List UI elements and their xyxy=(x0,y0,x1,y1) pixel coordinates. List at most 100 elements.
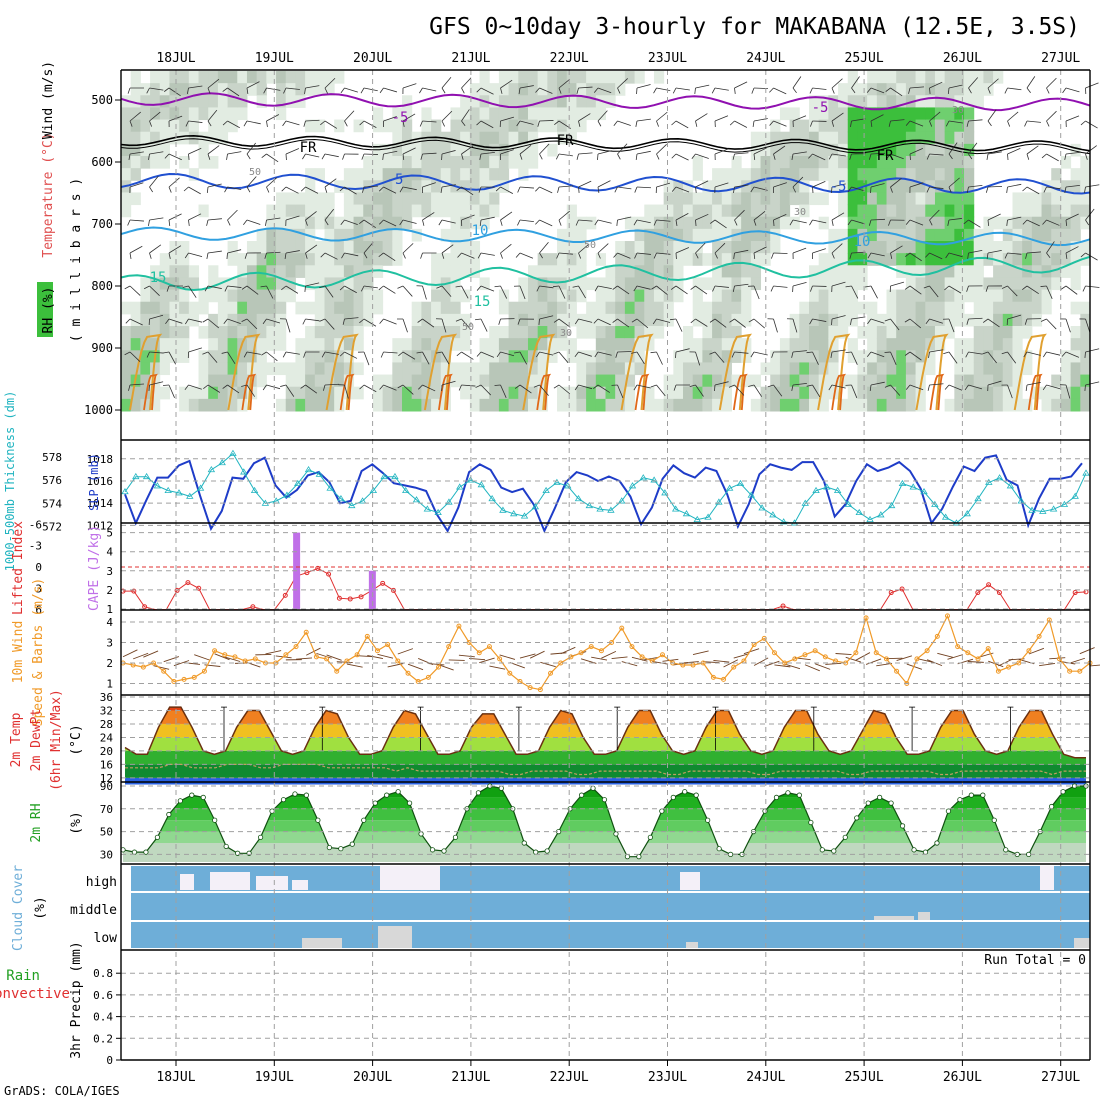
rh-cell xyxy=(847,253,858,266)
rh-cell xyxy=(527,301,539,315)
rh-cell xyxy=(818,362,829,376)
wind-barb-flag xyxy=(613,252,618,258)
rh-cell xyxy=(1031,313,1043,327)
cloud-gap xyxy=(292,880,308,890)
rh-cell xyxy=(770,119,781,133)
rh-cell xyxy=(857,241,868,254)
wind-barb xyxy=(285,186,299,194)
wind-barb-flag xyxy=(266,120,268,127)
wind-barb-flag xyxy=(320,252,326,258)
wind-speed-point xyxy=(242,658,248,664)
wind-barb-flag xyxy=(261,153,267,158)
rh-cell xyxy=(557,95,568,108)
rh-cell xyxy=(644,289,655,303)
wind-barb-10m xyxy=(529,650,545,659)
rh-cell xyxy=(256,326,267,339)
rh-cell xyxy=(925,168,936,181)
rh-cell xyxy=(227,289,238,303)
rh-cell xyxy=(324,338,335,351)
rh-cell xyxy=(159,71,170,84)
wind-tick-label: 1 xyxy=(106,678,113,691)
wind-barb xyxy=(188,147,202,155)
rh-cell xyxy=(179,107,190,121)
rh-cell xyxy=(808,107,820,121)
wind-speed-point xyxy=(527,685,533,691)
wind-speed-point xyxy=(802,652,808,658)
wind-barb-10m xyxy=(703,661,720,664)
rh-cell xyxy=(983,313,994,327)
rh-cell xyxy=(905,204,917,218)
temp-contour-20 xyxy=(522,333,556,411)
date-label-bottom: 23JUL xyxy=(648,1070,687,1085)
rh-cell xyxy=(179,313,190,327)
rh-cell xyxy=(518,107,529,121)
wind-barb xyxy=(929,209,940,221)
rh-cell xyxy=(1041,180,1052,193)
temp-contour-20 xyxy=(325,333,359,411)
wind-barb xyxy=(714,242,726,254)
rh-cell xyxy=(305,253,316,266)
rh-cell xyxy=(411,374,422,388)
wind-barb xyxy=(578,180,592,188)
wind-barb-flag xyxy=(1025,384,1028,391)
rh-cell xyxy=(305,374,316,388)
wind-barb xyxy=(987,380,1002,386)
rh-cell xyxy=(692,350,703,363)
wind-barb xyxy=(422,87,437,92)
rh-cell xyxy=(915,241,926,254)
rh-cell xyxy=(1041,216,1052,230)
rh-cell xyxy=(1012,326,1023,339)
rh-cell xyxy=(537,107,548,121)
rh-cell xyxy=(489,192,500,206)
wind-barb xyxy=(383,150,398,155)
wind-barb xyxy=(168,384,175,399)
thickness-line xyxy=(124,452,1087,524)
wind-barb xyxy=(441,318,447,333)
rh-cell xyxy=(886,192,897,206)
rh-cell xyxy=(847,289,858,303)
rh-cell xyxy=(867,107,878,121)
wind-barb xyxy=(246,219,261,225)
wind-speed-point xyxy=(721,676,727,682)
wind-barb-flag xyxy=(514,351,521,354)
wind-barb-10m xyxy=(621,661,638,667)
wind-speed-point xyxy=(629,644,635,650)
rh-cell xyxy=(915,131,926,145)
rh-cell xyxy=(508,338,519,351)
rh-cell xyxy=(867,338,878,351)
rh-cell xyxy=(198,204,209,218)
rh-cell xyxy=(188,131,200,145)
date-label-top: 23JUL xyxy=(648,51,687,66)
rh-cell xyxy=(886,350,897,363)
rh-cell xyxy=(392,143,403,157)
wind-barb xyxy=(441,150,456,155)
wind-barb-flag xyxy=(695,186,697,194)
rh-cell xyxy=(121,156,132,169)
rh-cell xyxy=(721,289,732,303)
wind-barb-flag xyxy=(456,186,462,191)
rh-cell xyxy=(789,156,800,169)
wind-barb xyxy=(656,219,671,222)
rh-cell xyxy=(760,180,771,193)
rh-cell xyxy=(896,107,907,121)
rh-cell xyxy=(372,168,384,181)
wind-barb xyxy=(285,351,300,355)
rh-cell xyxy=(208,277,219,291)
wind-barb-flag xyxy=(553,318,560,323)
rh-cell xyxy=(847,95,858,108)
rh-cell xyxy=(1012,265,1023,278)
rh-point xyxy=(326,844,332,851)
wind-barb-10m xyxy=(1028,647,1045,655)
rh-cell xyxy=(818,192,829,206)
minmax-axis-label: (6hr Min/Max) xyxy=(49,689,64,791)
rh-cell xyxy=(896,168,907,181)
rh-cell xyxy=(237,386,248,400)
wind-barb-flag xyxy=(1085,219,1090,226)
rh-cell xyxy=(925,289,936,303)
rh-cell xyxy=(741,253,752,266)
thickness-point xyxy=(985,478,993,485)
rh-cell xyxy=(925,204,936,218)
temp-tick-label: 36 xyxy=(100,691,113,704)
rh-cell xyxy=(217,313,229,327)
